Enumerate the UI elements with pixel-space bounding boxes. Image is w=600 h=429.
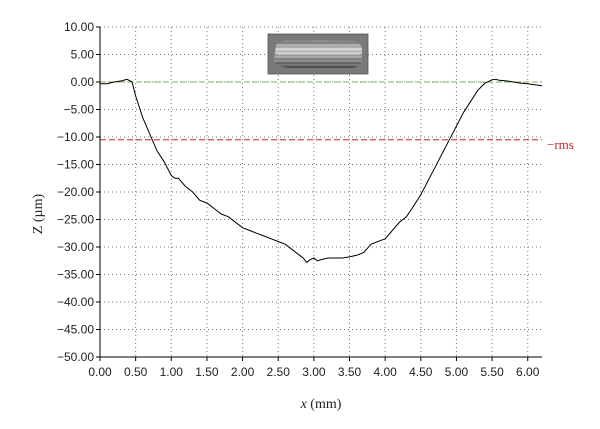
x-tick-label: 3.00 bbox=[302, 365, 326, 379]
y-tick-label: −5.00 bbox=[64, 103, 95, 117]
profile-line bbox=[100, 78, 543, 264]
reference-lines: −rms bbox=[100, 81, 574, 152]
x-tick-label: 5.00 bbox=[445, 365, 469, 379]
y-tick-label: −10.00 bbox=[57, 130, 94, 144]
y-tick-label: −45.00 bbox=[57, 323, 94, 337]
y-tick-label: 5.00 bbox=[71, 48, 95, 62]
x-tick-label: 4.00 bbox=[373, 365, 397, 379]
x-tick-label: 5.50 bbox=[480, 365, 504, 379]
x-tick-label: 0.00 bbox=[88, 365, 112, 379]
y-tick-label: −35.00 bbox=[57, 268, 94, 282]
y-tick-label: 10.00 bbox=[64, 20, 94, 34]
x-tick-label: 3.50 bbox=[338, 365, 362, 379]
x-tick-label: 6.00 bbox=[516, 365, 540, 379]
x-tick-label: 2.50 bbox=[267, 365, 291, 379]
x-tick-labels: 0.00 0.50 1.00 1.50 2.00 2.50 3.00 3.50 4.00 4.50… bbox=[88, 357, 540, 379]
y-tick-label: 0.00 bbox=[71, 75, 95, 89]
x-tick-label: 4.50 bbox=[409, 365, 433, 379]
grid-lines bbox=[100, 26, 542, 357]
x-tick-label: 2.00 bbox=[231, 365, 255, 379]
x-axis-variable: x bbox=[300, 397, 308, 412]
x-tick-label: 0.50 bbox=[124, 365, 148, 379]
y-axis-title: Z (µm) bbox=[31, 194, 46, 235]
wear-scar-image bbox=[267, 33, 369, 75]
x-tick-label: 1.00 bbox=[160, 365, 184, 379]
y-tick-label: −20.00 bbox=[57, 185, 94, 199]
rms-label: −rms bbox=[547, 137, 574, 152]
y-tick-labels: 10.00 5.00 0.00 −5.00 −10.00 −15.00 −20.00 −25.… bbox=[57, 20, 100, 364]
y-tick-label: −25.00 bbox=[57, 213, 94, 227]
x-axis-title: x (mm) bbox=[300, 397, 342, 412]
y-tick-label: −50.00 bbox=[57, 350, 94, 364]
profile-layer bbox=[100, 78, 543, 264]
x-axis-unit: (mm) bbox=[307, 397, 342, 412]
y-tick-label: −15.00 bbox=[57, 158, 94, 172]
y-tick-label: −30.00 bbox=[57, 240, 94, 254]
y-tick-label: −40.00 bbox=[57, 295, 94, 309]
x-tick-label: 1.50 bbox=[195, 365, 219, 379]
